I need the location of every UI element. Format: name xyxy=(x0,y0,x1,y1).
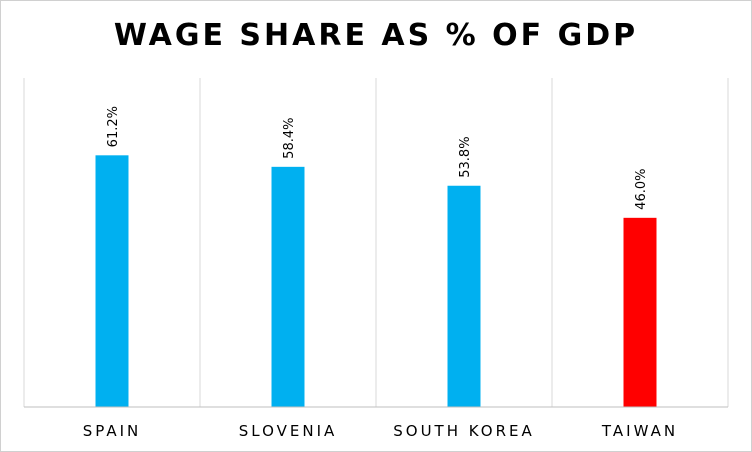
data-label: 46.0% xyxy=(634,169,649,210)
category-labels: SPAIN SLOVENIA SOUTH KOREA TAIWAN xyxy=(83,422,678,440)
bars xyxy=(95,155,657,407)
category-label: SOUTH KOREA xyxy=(393,422,535,440)
category-label: SLOVENIA xyxy=(239,422,338,440)
data-label: 53.8% xyxy=(458,136,473,177)
bar-slovenia xyxy=(271,166,305,407)
category-label: TAIWAN xyxy=(601,422,678,440)
chart-title: WAGE SHARE AS % OF GDP xyxy=(113,18,639,53)
data-labels: 61.2% 58.4% 53.8% 46.0% xyxy=(106,106,649,210)
bar-south-korea xyxy=(447,185,481,407)
bar-taiwan xyxy=(623,217,657,407)
category-separators xyxy=(23,78,729,407)
category-label: SPAIN xyxy=(83,422,142,440)
bar-spain xyxy=(95,155,129,407)
data-label: 58.4% xyxy=(282,118,297,159)
data-label: 61.2% xyxy=(106,106,121,147)
